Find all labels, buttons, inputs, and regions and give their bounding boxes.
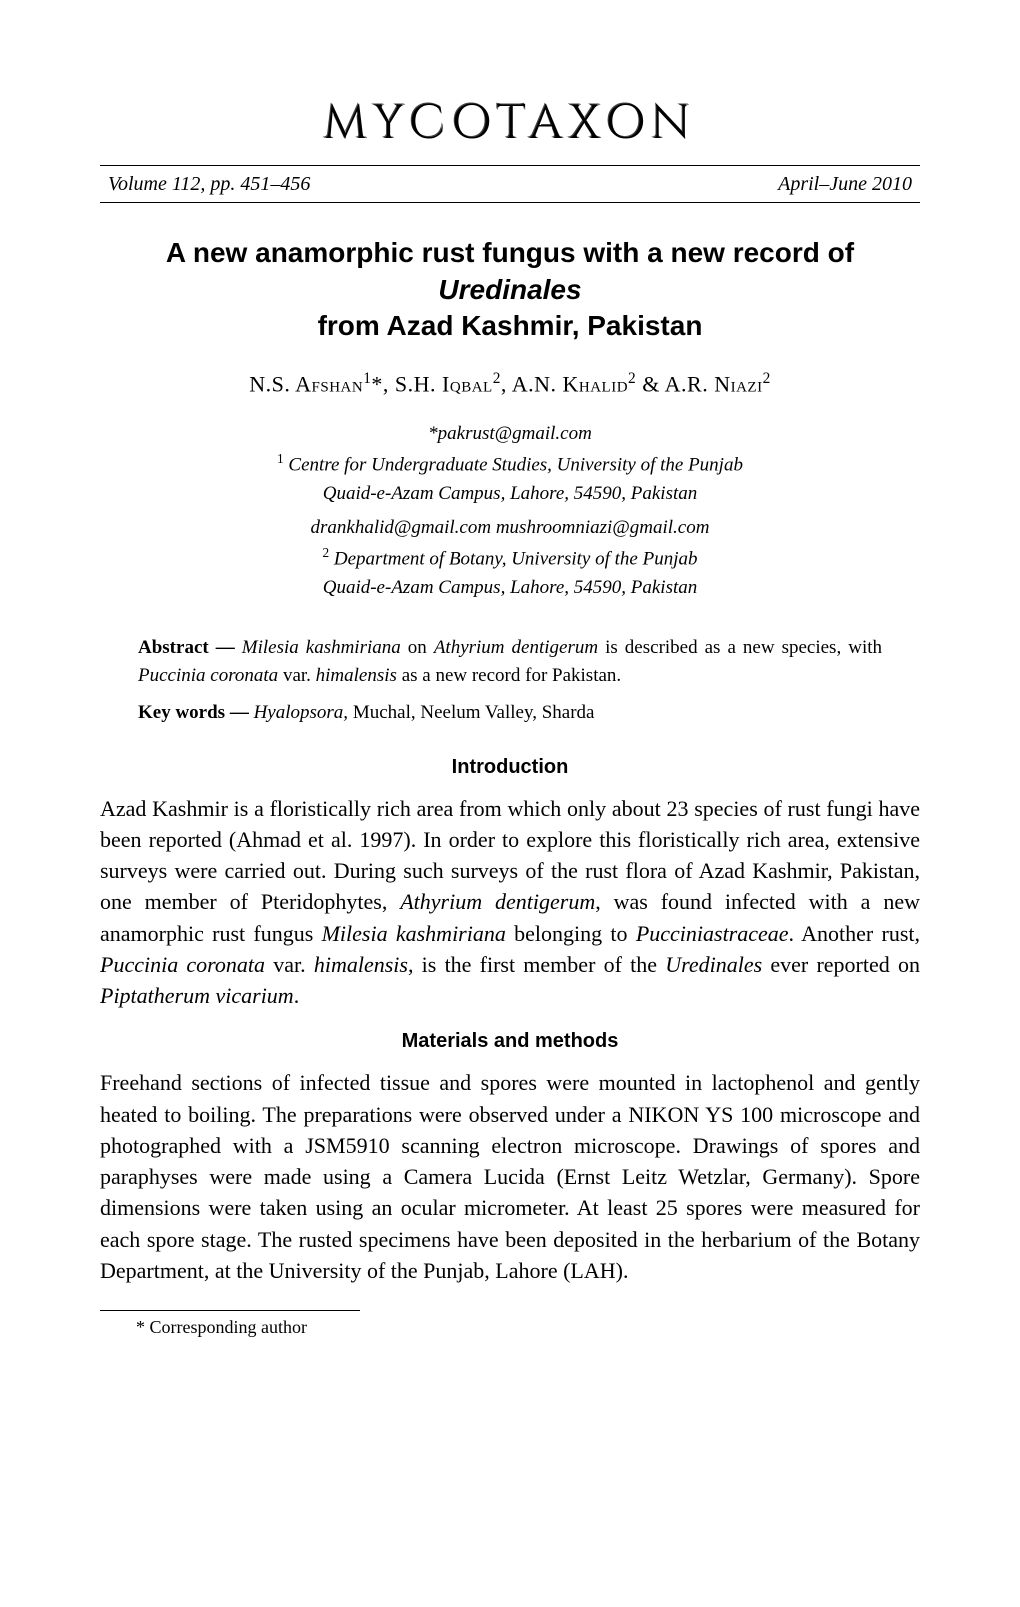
aff1-text1: Centre for Undergraduate Studies, Univer…	[284, 454, 743, 475]
author-sep3: &	[636, 372, 664, 397]
author-3-sup: 2	[628, 370, 636, 387]
title-italic: Uredinales	[438, 274, 581, 305]
article-title: A new anamorphic rust fungus with a new …	[100, 235, 920, 344]
footnote-rule	[100, 1310, 360, 1311]
author-2: S.H. Iqbal	[395, 372, 493, 397]
introduction-heading: Introduction	[100, 753, 920, 781]
abstract-i1: Milesia kashmiriana	[242, 637, 401, 658]
affiliation-2-emails: drankhalid@gmail.com mushroomniazi@gmail…	[100, 514, 920, 543]
abstract-t3: var.	[278, 665, 315, 686]
aff1-sup: 1	[277, 451, 284, 466]
intro-i3: Pucciniastraceae	[636, 921, 789, 946]
abstract-i4: himalensis	[316, 665, 397, 686]
affiliation-1-line: 1 Centre for Undergraduate Studies, Univ…	[100, 449, 920, 480]
intro-t4: . Another rust,	[789, 921, 920, 946]
volume-info: Volume 112, pp. 451–456	[108, 170, 310, 198]
affiliation-2: drankhalid@gmail.com mushroomniazi@gmail…	[100, 514, 920, 602]
intro-t7: ever reported on	[762, 952, 920, 977]
aff1-text2: Quaid-e-Azam Campus, Lahore, 54590, Paki…	[100, 480, 920, 509]
intro-i1: Athyrium dentigerum	[400, 889, 595, 914]
author-3: A.N. Khalid	[512, 372, 628, 397]
author-4: A.R. Niazi	[665, 372, 763, 397]
author-1-mark: *	[371, 372, 383, 397]
introduction-paragraph: Azad Kashmir is a floristically rich are…	[100, 793, 920, 1012]
intro-t5: var.	[265, 952, 314, 977]
intro-t3: belonging to	[506, 921, 636, 946]
author-1: N.S. Afshan	[249, 372, 363, 397]
intro-t8: .	[294, 983, 300, 1008]
author-2-sup: 2	[493, 370, 501, 387]
intro-i4: Puccinia coronata	[100, 952, 265, 977]
intro-i6: Uredinales	[665, 952, 762, 977]
title-part2: from Azad Kashmir, Pakistan	[318, 310, 703, 341]
abstract: Abstract — Milesia kashmiriana on Athyri…	[138, 634, 882, 689]
abstract-t2: is described as a new species, with	[598, 637, 882, 658]
abstract-i2: Athyrium dentigerum	[434, 637, 598, 658]
volume-row: Volume 112, pp. 451–456 April–June 2010	[100, 165, 920, 203]
title-part1: A new anamorphic rust fungus with a new …	[166, 237, 854, 268]
intro-i7: Piptatherum vicarium	[100, 983, 294, 1008]
affiliation-1: *pakrust@gmail.com 1 Centre for Undergra…	[100, 420, 920, 508]
corresponding-email: *pakrust@gmail.com	[100, 420, 920, 449]
intro-i2: Milesia kashmiriana	[322, 921, 506, 946]
keywords-t1: Muchal, Neelum Valley, Sharda	[348, 702, 594, 723]
affiliations-block: *pakrust@gmail.com 1 Centre for Undergra…	[100, 420, 920, 602]
keywords: Key words — Hyalopsora, Muchal, Neelum V…	[138, 699, 882, 727]
authors-line: N.S. Afshan1*, S.H. Iqbal2, A.N. Khalid2…	[100, 368, 920, 400]
methods-text: Freehand sections of infected tissue and…	[100, 1070, 920, 1282]
abstract-t1: on	[401, 637, 434, 658]
issue-date: April–June 2010	[778, 170, 912, 198]
keywords-label: Key words —	[138, 702, 254, 723]
author-sep1: ,	[383, 372, 395, 397]
author-4-sup: 2	[763, 370, 771, 387]
journal-title: MYCOTAXON	[100, 90, 920, 157]
abstract-t4: as a new record for Pakistan.	[397, 665, 621, 686]
intro-t6: , is the first member of the	[408, 952, 665, 977]
methods-heading: Materials and methods	[100, 1027, 920, 1055]
abstract-i3: Puccinia coronata	[138, 665, 278, 686]
methods-paragraph: Freehand sections of infected tissue and…	[100, 1067, 920, 1286]
abstract-label: Abstract —	[138, 637, 242, 658]
footnote-corresponding-author: * Corresponding author	[100, 1315, 920, 1340]
aff2-text1: Department of Botany, University of the …	[329, 548, 697, 569]
keywords-i1: Hyalopsora,	[254, 702, 348, 723]
aff2-text2: Quaid-e-Azam Campus, Lahore, 54590, Paki…	[100, 574, 920, 603]
author-sep2: ,	[501, 372, 512, 397]
intro-i5: himalensis	[314, 952, 408, 977]
affiliation-2-line: 2 Department of Botany, University of th…	[100, 543, 920, 574]
